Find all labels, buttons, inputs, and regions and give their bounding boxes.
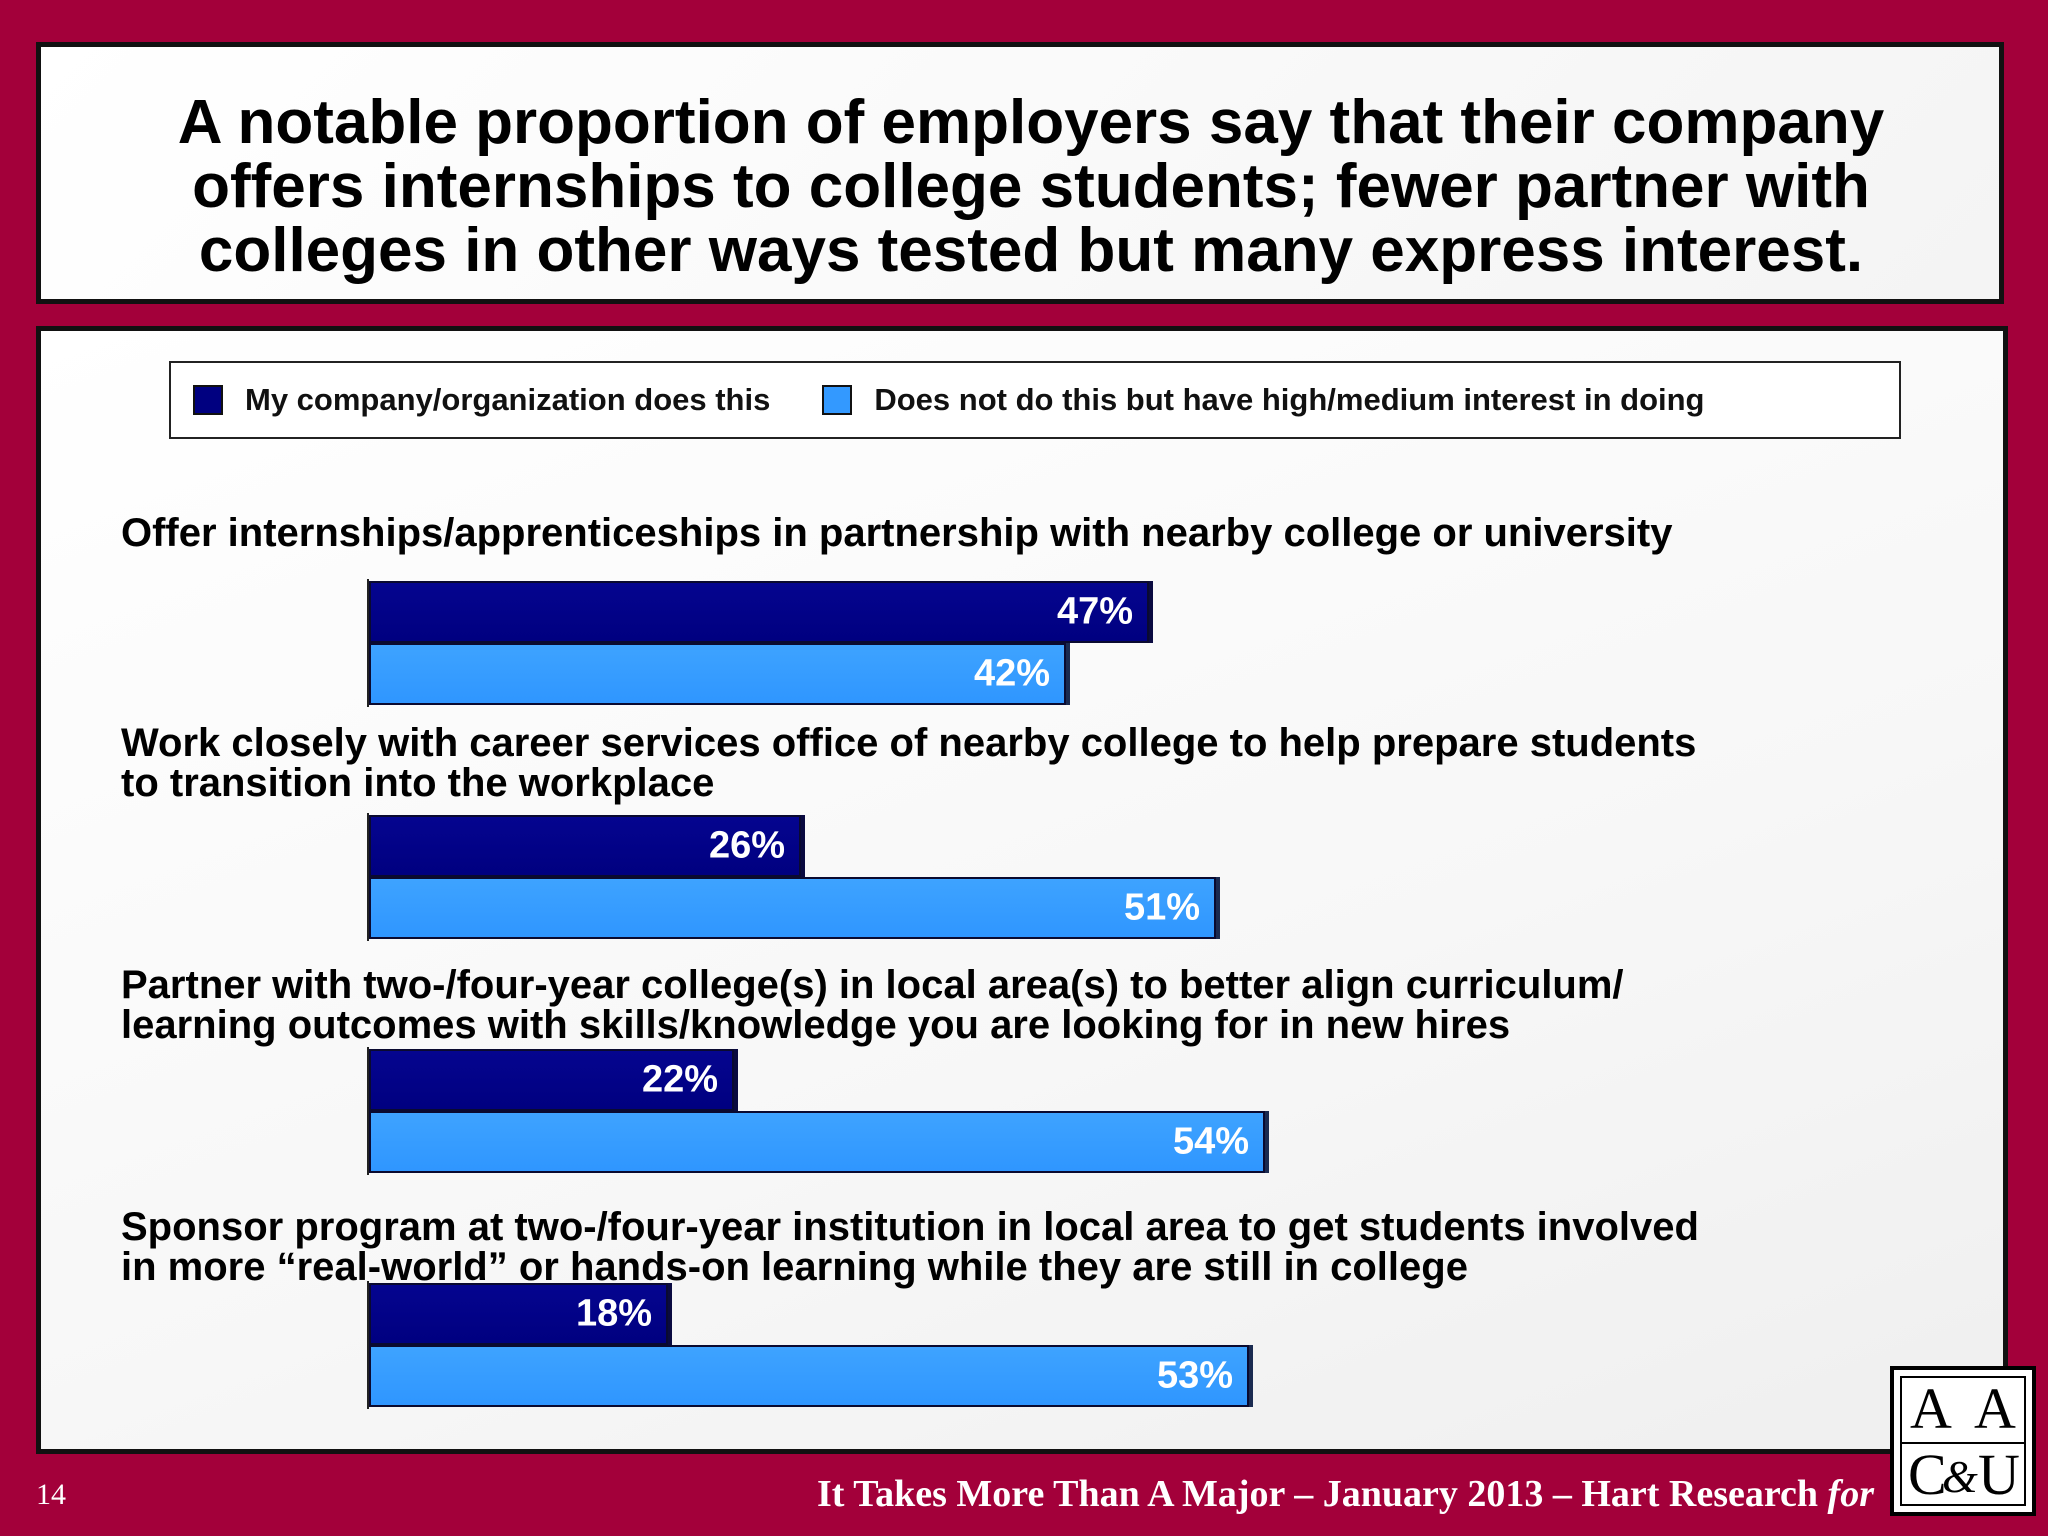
- bar-does-4: 18%: [369, 1283, 668, 1345]
- title-line-3: colleges in other ways tested but many e…: [198, 216, 1864, 285]
- slide-title: A notable proportion of employers say th…: [81, 91, 1981, 283]
- bar-interest-2: 51%: [369, 877, 1216, 939]
- axis-line: [367, 579, 369, 707]
- data-label-does-2: 26%: [708, 824, 785, 867]
- logo-letter-u: U: [1978, 1442, 2020, 1507]
- bar-does-1: 47%: [369, 581, 1149, 643]
- footer-text: It Takes More Than A Major – January 201…: [817, 1472, 1874, 1516]
- title-line-2: offers internships to college students; …: [192, 152, 1870, 221]
- logo-letter-a1: A: [1910, 1376, 1952, 1441]
- question-4-line-2: in more “real-world” or hands-on learnin…: [121, 1245, 1468, 1289]
- logo-letter-a2: A: [1974, 1376, 2016, 1441]
- question-label-4: Sponsor program at two-/four-year instit…: [121, 1207, 1951, 1287]
- question-4-line-1: Sponsor program at two-/four-year instit…: [121, 1205, 1699, 1249]
- data-label-does-4: 18%: [575, 1292, 652, 1335]
- aacu-logo: A A C & U: [1890, 1366, 2036, 1516]
- question-1-line-1: Offer internships/apprenticeships in par…: [121, 511, 1673, 555]
- title-line-1: A notable proportion of employers say th…: [177, 88, 1885, 157]
- legend-label-interest: Does not do this but have high/medium in…: [874, 382, 1705, 417]
- footer-for: for: [1827, 1473, 1874, 1515]
- footer-main: It Takes More Than A Major – January 201…: [817, 1473, 1819, 1515]
- chart-panel: My company/organization does this Does n…: [36, 326, 2008, 1454]
- bar-does-2: 26%: [369, 815, 801, 877]
- axis-line: [367, 1281, 369, 1409]
- legend-label-does: My company/organization does this: [245, 382, 771, 417]
- legend-item-interest: Does not do this but have high/medium in…: [822, 382, 1705, 418]
- question-label-3: Partner with two-/four-year college(s) i…: [121, 965, 1951, 1045]
- question-3-line-2: learning outcomes with skills/knowledge …: [121, 1003, 1511, 1047]
- data-label-interest-4: 53%: [1156, 1354, 1233, 1397]
- legend-item-does: My company/organization does this: [193, 382, 770, 418]
- question-3-line-1: Partner with two-/four-year college(s) i…: [121, 963, 1624, 1007]
- page-number: 14: [36, 1478, 66, 1511]
- title-box: A notable proportion of employers say th…: [36, 42, 2004, 304]
- question-2-line-1: Work closely with career services office…: [121, 721, 1697, 765]
- legend-swatch-does: [193, 385, 223, 415]
- logo-letter-c: C: [1908, 1442, 1947, 1507]
- bar-interest-4: 53%: [369, 1345, 1249, 1407]
- axis-line: [367, 1047, 369, 1175]
- question-label-1: Offer internships/apprenticeships in par…: [121, 513, 1951, 553]
- data-label-interest-2: 51%: [1123, 886, 1200, 929]
- data-label-does-3: 22%: [641, 1058, 718, 1101]
- logo-letter-amp: &: [1942, 1451, 1978, 1502]
- data-label-interest-3: 54%: [1172, 1120, 1249, 1163]
- question-2-line-2: to transition into the workplace: [121, 761, 715, 805]
- bar-interest-3: 54%: [369, 1111, 1265, 1173]
- data-label-interest-1: 42%: [973, 652, 1050, 695]
- chart-legend: My company/organization does this Does n…: [169, 361, 1901, 439]
- axis-line: [367, 813, 369, 941]
- question-label-2: Work closely with career services office…: [121, 723, 1951, 803]
- legend-swatch-interest: [822, 385, 853, 415]
- bar-interest-1: 42%: [369, 643, 1066, 705]
- data-label-does-1: 47%: [1056, 590, 1133, 633]
- bar-does-3: 22%: [369, 1049, 734, 1111]
